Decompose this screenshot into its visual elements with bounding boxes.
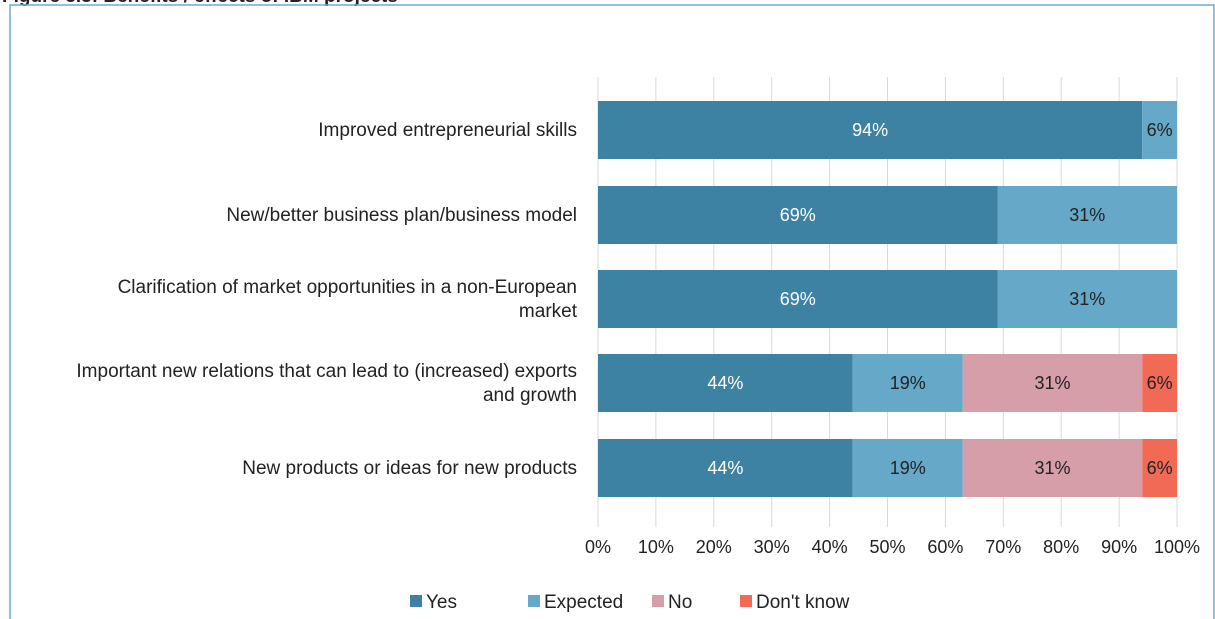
x-tick-label: 40%	[812, 537, 848, 557]
legend: Yes Expected No Don't know	[410, 592, 850, 613]
bar-value-label: 31%	[1034, 458, 1070, 478]
category-label: Improved entrepreneurial skills	[318, 120, 577, 141]
category-label-line: Clarification of market opportunities in…	[118, 277, 577, 298]
bar-segment	[598, 354, 853, 412]
bar-segment	[598, 270, 998, 328]
bar-segment	[1142, 101, 1177, 159]
x-tick-label: 60%	[927, 537, 963, 557]
category-label: Important new relations that can lead to…	[76, 361, 577, 406]
frame-line	[9, 4, 1215, 619]
bar-segment	[1142, 439, 1177, 497]
legend-swatch	[740, 595, 752, 607]
bar-segment	[598, 186, 998, 244]
legend-swatch	[652, 595, 664, 607]
x-axis-ticks: 0% 10% 20% 30% 40% 50% 60% 70% 80% 90% 100%	[585, 537, 1200, 557]
x-tick-label: 0%	[585, 537, 611, 557]
x-tick-label: 70%	[985, 537, 1021, 557]
x-tick-label: 90%	[1101, 537, 1137, 557]
x-tick-label: 30%	[754, 537, 790, 557]
bar-segment	[997, 270, 1177, 328]
bar-value-label: 6%	[1147, 373, 1173, 393]
category-label-line: and growth	[483, 385, 577, 406]
x-tick-label: 10%	[638, 537, 674, 557]
bar-value-label: 44%	[707, 373, 743, 393]
bar-value-label: 94%	[852, 120, 888, 140]
bar-value-label: 6%	[1147, 458, 1173, 478]
bar-segment	[1142, 354, 1177, 412]
category-label-line: New products or ideas for new products	[242, 458, 577, 479]
category-label-line: Important new relations that can lead to…	[76, 361, 577, 382]
bar-segment	[852, 439, 963, 497]
bars: 94% 6% 69% 31% 69% 31% 44% 19% 31% 6% 44% 19% 31% 6%	[598, 101, 1177, 497]
legend-label: Yes	[426, 592, 457, 613]
bar-value-label: 19%	[890, 373, 926, 393]
x-tick-label: 100%	[1154, 537, 1200, 557]
x-tick-label: 80%	[1043, 537, 1079, 557]
bar-segment	[598, 101, 1143, 159]
bar-value-label: 19%	[890, 458, 926, 478]
category-label: New/better business plan/business model	[226, 205, 577, 226]
x-tick-label: 50%	[869, 537, 905, 557]
figure-title: Figure 5.3: Benefits / effects of IBM pr…	[2, 0, 398, 8]
category-label-line: market	[519, 301, 578, 322]
category-label-line: Improved entrepreneurial skills	[318, 120, 577, 141]
bar-value-label: 69%	[780, 205, 816, 225]
x-tick-label: 20%	[696, 537, 732, 557]
bar-value-label: 44%	[707, 458, 743, 478]
category-label: New products or ideas for new products	[242, 458, 577, 479]
bar-segment	[962, 354, 1143, 412]
bar-segment	[962, 439, 1143, 497]
category-label: Clarification of market opportunities in…	[118, 277, 578, 322]
category-label-line: New/better business plan/business model	[226, 205, 577, 226]
legend-swatch	[410, 595, 422, 607]
legend-swatch	[528, 595, 540, 607]
bar-value-label: 31%	[1069, 205, 1105, 225]
bar-segment	[598, 439, 853, 497]
legend-label: Expected	[544, 592, 623, 613]
category-labels: Improved entrepreneurial skills New/bette…	[76, 120, 577, 479]
bar-segment	[997, 186, 1177, 244]
bar-value-label: 31%	[1069, 289, 1105, 309]
legend-label: Don't know	[756, 592, 850, 613]
bar-value-label: 6%	[1147, 120, 1173, 140]
bar-segment	[852, 354, 963, 412]
legend-label: No	[668, 592, 692, 613]
bar-value-label: 31%	[1034, 373, 1070, 393]
frame-border	[9, 4, 1215, 619]
bar-value-label: 69%	[780, 289, 816, 309]
